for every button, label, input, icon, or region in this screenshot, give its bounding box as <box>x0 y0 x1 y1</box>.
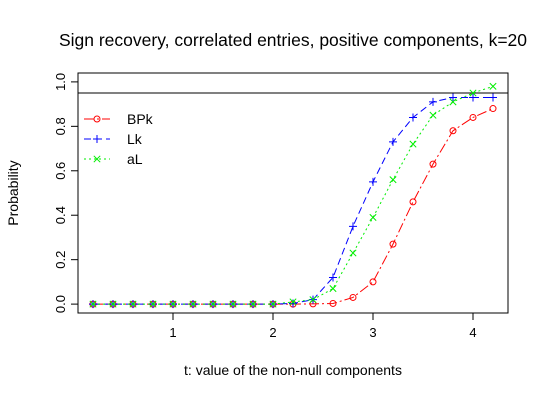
data-point-al <box>109 300 117 308</box>
y-axis-label: Probability <box>5 160 21 225</box>
data-point-al <box>369 213 377 221</box>
data-point-lk <box>289 299 297 308</box>
y-tick-label: 0.2 <box>53 251 68 269</box>
y-tick-label: 0.0 <box>53 295 68 313</box>
legend-label-al: aL <box>127 151 143 167</box>
data-point-bpk <box>329 299 337 307</box>
data-point-al <box>89 300 97 308</box>
data-point-lk <box>389 137 397 146</box>
data-point-al <box>189 300 197 308</box>
x-axis: 1 2 3 4 <box>169 313 477 340</box>
data-point-bpk <box>489 105 497 113</box>
data-point-al <box>409 140 417 148</box>
x-tick-label: 4 <box>469 325 476 340</box>
data-point-bpk <box>469 113 477 121</box>
data-point-al <box>489 82 497 90</box>
data-point-bpk <box>429 160 437 168</box>
data-point-lk <box>469 93 477 102</box>
series-al <box>89 82 497 308</box>
data-point-bpk <box>449 127 457 135</box>
data-point-al <box>289 298 297 306</box>
legend-marker-al <box>93 155 101 163</box>
data-point-al <box>389 176 397 184</box>
data-point-al <box>349 249 357 257</box>
legend-label-lk: Lk <box>127 131 143 147</box>
data-point-lk <box>429 97 437 106</box>
data-point-bpk <box>409 198 417 206</box>
legend: BPk Lk aL <box>84 111 154 167</box>
data-point-al <box>209 300 217 308</box>
y-tick-label: 1.0 <box>53 73 68 91</box>
data-point-bpk <box>369 278 377 286</box>
y-axis: 0.0 0.2 0.4 0.6 0.8 1.0 <box>53 73 78 313</box>
x-tick-label: 2 <box>269 325 276 340</box>
legend-marker-lk <box>93 135 101 143</box>
y-tick-label: 0.4 <box>53 206 68 224</box>
x-axis-label: t: value of the non-null components <box>184 362 402 378</box>
data-point-al <box>149 300 157 308</box>
series-line-bpk <box>93 108 494 305</box>
data-point-bpk <box>389 240 397 248</box>
series-bpk <box>89 105 497 308</box>
chart-title: Sign recovery, correlated entries, posit… <box>59 30 527 50</box>
data-point-al <box>249 300 257 308</box>
data-point-bpk <box>349 293 357 301</box>
data-point-al <box>449 98 457 106</box>
series-group <box>89 82 497 309</box>
data-point-al <box>329 285 337 293</box>
data-point-al <box>469 89 477 97</box>
plot-box <box>77 72 509 314</box>
x-tick-label: 3 <box>369 325 376 340</box>
data-point-lk <box>449 93 457 102</box>
data-point-lk <box>329 273 337 282</box>
data-point-al <box>229 300 237 308</box>
data-point-lk <box>409 113 417 122</box>
data-point-lk <box>349 222 357 231</box>
data-point-al <box>269 300 277 308</box>
data-point-lk <box>369 177 377 186</box>
legend-marker-bpk <box>93 115 101 123</box>
y-tick-label: 0.6 <box>53 162 68 180</box>
legend-label-bpk: BPk <box>127 111 154 127</box>
data-point-al <box>429 111 437 119</box>
data-point-al <box>169 300 177 308</box>
data-point-lk <box>489 93 497 102</box>
y-tick-label: 0.8 <box>53 117 68 135</box>
series-line-al <box>93 85 494 305</box>
data-point-al <box>129 300 137 308</box>
data-point-al <box>309 296 317 304</box>
x-tick-label: 1 <box>169 325 176 340</box>
series-line-lk <box>93 96 493 305</box>
